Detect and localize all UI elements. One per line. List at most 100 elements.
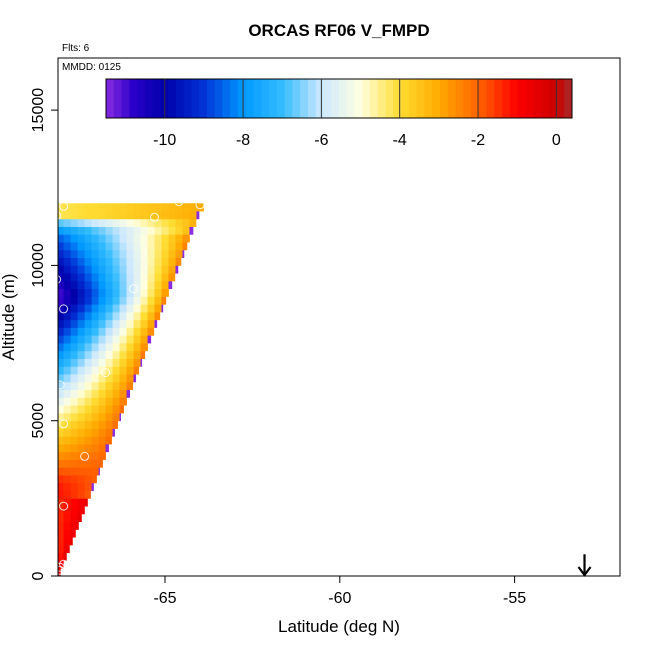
colorbar-segment (129, 79, 138, 118)
heatmap-cell (70, 242, 78, 251)
heatmap-cell (84, 475, 92, 484)
date-note: MMDD: 0125 (62, 62, 121, 73)
heatmap-cell (84, 358, 92, 367)
heatmap-cell (161, 249, 169, 259)
heatmap-cell (77, 350, 85, 359)
heatmap-cell (63, 249, 72, 259)
heatmap-cell (77, 451, 85, 460)
heatmap-cell (63, 537, 72, 546)
heatmap-cell (126, 304, 134, 313)
heatmap-cell (126, 273, 134, 282)
heatmap-cell (77, 405, 85, 414)
heatmap-cell (182, 203, 190, 212)
heatmap-cell (175, 257, 182, 266)
heatmap-cell (84, 498, 88, 507)
heatmap-cell (147, 249, 155, 259)
heatmap-cell (126, 257, 134, 266)
heatmap-cell (91, 412, 99, 422)
observation-point (80, 451, 90, 461)
heatmap-cell (58, 412, 65, 422)
heatmap-cell (126, 288, 134, 297)
heatmap-cell (77, 397, 85, 406)
heatmap-cell (84, 211, 92, 220)
heatmap-cell (119, 273, 127, 282)
heatmap-cell (91, 451, 99, 460)
heatmap-cell (189, 218, 197, 227)
heatmap-cell (58, 304, 65, 313)
heatmap-cell (112, 311, 120, 321)
observation-point (59, 501, 69, 511)
colorbar-segment (432, 79, 441, 118)
heatmap-cell (58, 490, 65, 499)
heatmap-cell (133, 234, 141, 243)
heatmap-cell (147, 311, 155, 321)
heatmap-cell (140, 234, 148, 243)
heatmap-cell (98, 459, 103, 468)
heatmap-cell (91, 226, 99, 235)
heatmap-cell (168, 234, 176, 243)
colorbar-segment (261, 79, 270, 118)
heatmap-cell (91, 343, 99, 352)
heatmap-cell (112, 319, 120, 328)
heatmap-cell (91, 203, 99, 212)
heatmap-cell (84, 428, 92, 437)
heatmap-cell (112, 234, 120, 243)
heatmap-cell (119, 311, 127, 321)
colorbar-segment (175, 79, 185, 118)
heatmap-cell (58, 513, 65, 523)
heatmap-cell (70, 366, 78, 375)
heatmap-cell (63, 226, 72, 235)
heatmap-cell (84, 389, 92, 398)
y-tick-label: 5000 (30, 403, 47, 439)
plot-frame (57, 57, 621, 577)
heatmap-cell (154, 311, 161, 321)
heatmap-cell (70, 350, 78, 359)
heatmap-cell (126, 234, 134, 243)
heatmap-cell (105, 242, 113, 251)
heatmap-cell (70, 506, 78, 515)
heatmap-cell (133, 343, 141, 352)
heatmap-cell (147, 273, 155, 282)
colorbar-tick-label: -2 (471, 132, 485, 149)
heatmap-cell (168, 242, 176, 251)
heatmap-cell (98, 280, 106, 290)
heatmap-cell (175, 218, 183, 227)
heatmap-cell (105, 436, 112, 445)
heatmap-cell (58, 436, 65, 445)
heatmap-cell (126, 265, 134, 274)
heatmap-cell (84, 203, 92, 212)
heatmap-cell (63, 506, 72, 515)
heatmap-cell (84, 218, 92, 227)
heatmap-cell (58, 343, 65, 352)
observation-point (59, 201, 69, 211)
heatmap-cell (77, 257, 85, 266)
heatmap-cell (70, 218, 78, 227)
heatmap-cell (58, 280, 65, 290)
heatmap-cell (63, 490, 72, 499)
observation-point (52, 274, 62, 284)
heatmap-cell (175, 249, 183, 259)
heatmap-cell (112, 296, 120, 305)
heatmap-cell (133, 288, 141, 297)
heatmap-cell (182, 249, 185, 259)
heatmap-cell (70, 521, 78, 530)
heatmap-cell (105, 420, 113, 429)
colorbar-segment (416, 79, 425, 118)
heatmap-cell (126, 319, 134, 328)
heatmap-cell (63, 459, 72, 468)
heatmap-cell (63, 327, 72, 336)
heatmap-cell (70, 311, 78, 321)
heatmap-cell (70, 211, 78, 220)
heatmap-cell (63, 319, 72, 328)
heatmap-cell (58, 537, 65, 546)
heatmap-cell (105, 218, 113, 227)
colorbar-segment (540, 79, 550, 118)
heatmap-cell (112, 249, 120, 259)
colorbar-segment (292, 79, 301, 118)
heatmap-cell (70, 451, 78, 460)
heatmap-cell (133, 211, 141, 220)
heatmap-cell (105, 374, 113, 383)
heatmap-cell (98, 249, 106, 259)
heatmap-cell (63, 529, 72, 538)
heatmap-cell (77, 280, 85, 290)
